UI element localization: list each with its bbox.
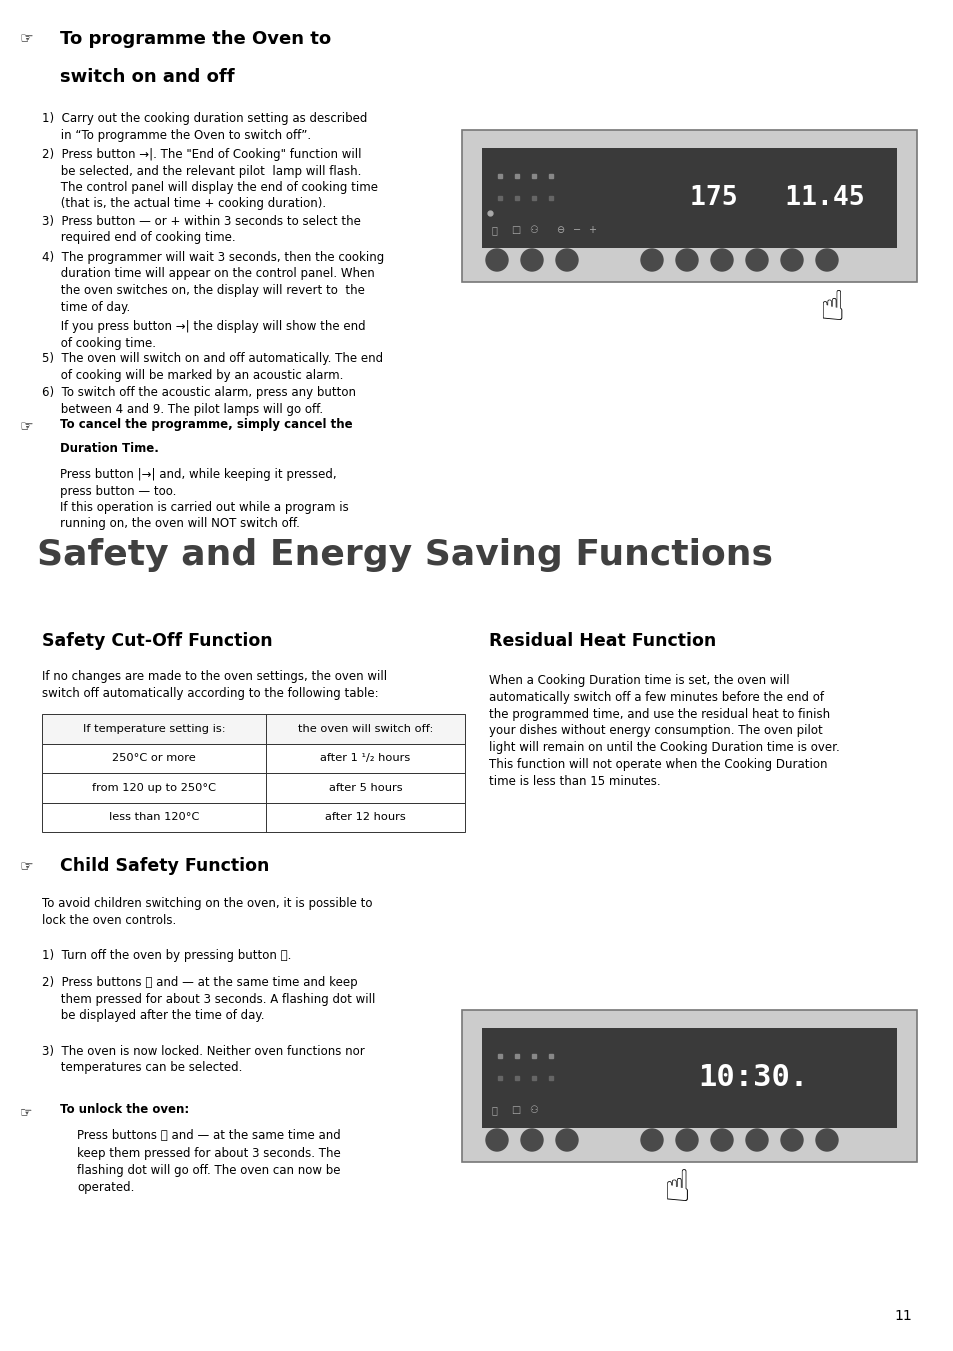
Bar <box>42 802 464 832</box>
Text: When a Cooking Duration time is set, the oven will
automatically switch off a fe: When a Cooking Duration time is set, the… <box>489 674 839 788</box>
Text: ⓞ: ⓞ <box>491 1105 497 1115</box>
Text: Safety Cut-Off Function: Safety Cut-Off Function <box>42 632 273 650</box>
Text: after 1 ¹/₂ hours: after 1 ¹/₂ hours <box>320 754 411 763</box>
Circle shape <box>485 1129 507 1151</box>
Text: 3)  Press button — or + within 3 seconds to select the
     required end of cook: 3) Press button — or + within 3 seconds … <box>42 215 360 245</box>
Text: Residual Heat Function: Residual Heat Function <box>489 632 716 650</box>
Text: ☞: ☞ <box>20 1105 32 1119</box>
Text: 1)  Carry out the cooking duration setting as described
     in “To programme th: 1) Carry out the cooking duration settin… <box>42 112 367 142</box>
Text: switch on and off: switch on and off <box>60 68 234 86</box>
Circle shape <box>640 1129 662 1151</box>
Circle shape <box>815 1129 837 1151</box>
Bar <box>481 149 896 249</box>
Text: ☞: ☞ <box>20 419 33 434</box>
Circle shape <box>745 1129 767 1151</box>
Text: □: □ <box>511 226 520 235</box>
Text: If temperature setting is:: If temperature setting is: <box>83 724 225 734</box>
Circle shape <box>556 249 578 272</box>
Text: ☞: ☞ <box>20 859 33 874</box>
Text: from 120 up to 250°C: from 120 up to 250°C <box>92 782 216 793</box>
Text: after 5 hours: after 5 hours <box>329 782 402 793</box>
Bar <box>42 773 464 802</box>
Text: □: □ <box>511 1105 520 1115</box>
Text: If you press button →| the display will show the end
     of cooking time.: If you press button →| the display will … <box>42 320 365 350</box>
Text: 10:30.: 10:30. <box>697 1063 807 1093</box>
Bar <box>461 1011 916 1162</box>
Text: Duration Time.: Duration Time. <box>60 442 159 455</box>
Circle shape <box>815 249 837 272</box>
Text: Press button |→| and, while keeping it pressed,
press button — too.
If this oper: Press button |→| and, while keeping it p… <box>60 467 349 531</box>
Text: ⓞ: ⓞ <box>491 226 497 235</box>
Circle shape <box>520 249 542 272</box>
Text: ⊖: ⊖ <box>556 226 563 235</box>
Text: ⚇: ⚇ <box>529 1105 537 1115</box>
Text: Safety and Energy Saving Functions: Safety and Energy Saving Functions <box>37 538 772 571</box>
Circle shape <box>556 1129 578 1151</box>
Circle shape <box>710 249 732 272</box>
Circle shape <box>640 249 662 272</box>
Bar <box>42 743 464 773</box>
Text: To avoid children switching on the oven, it is possible to
lock the oven control: To avoid children switching on the oven,… <box>42 897 372 927</box>
Text: 11: 11 <box>893 1309 911 1323</box>
Text: ☝: ☝ <box>819 286 843 330</box>
Text: 250°C or more: 250°C or more <box>112 754 195 763</box>
Text: 175   11.45: 175 11.45 <box>689 185 863 211</box>
Text: 2)  Press buttons Ⓒ and — at the same time and keep
     them pressed for about : 2) Press buttons Ⓒ and — at the same tim… <box>42 975 375 1021</box>
Circle shape <box>520 1129 542 1151</box>
Text: −: − <box>573 226 580 235</box>
Text: Press buttons Ⓒ and — at the same time and
keep them pressed for about 3 seconds: Press buttons Ⓒ and — at the same time a… <box>77 1129 340 1194</box>
Text: If no changes are made to the oven settings, the oven will
switch off automatica: If no changes are made to the oven setti… <box>42 670 387 700</box>
Text: +: + <box>587 226 596 235</box>
Bar <box>42 713 464 743</box>
Text: 1)  Turn off the oven by pressing button ⓞ.: 1) Turn off the oven by pressing button … <box>42 948 291 962</box>
Circle shape <box>781 249 802 272</box>
Text: less than 120°C: less than 120°C <box>109 812 199 823</box>
Text: ☞: ☞ <box>20 31 33 46</box>
Circle shape <box>781 1129 802 1151</box>
Text: To unlock the oven:: To unlock the oven: <box>60 1102 189 1116</box>
Bar <box>481 1028 896 1128</box>
Circle shape <box>485 249 507 272</box>
Text: 5)  The oven will switch on and off automatically. The end
     of cooking will : 5) The oven will switch on and off autom… <box>42 353 383 381</box>
Circle shape <box>745 249 767 272</box>
Text: 2)  Press button →|. The "End of Cooking" function will
     be selected, and th: 2) Press button →|. The "End of Cooking"… <box>42 149 377 211</box>
Text: To programme the Oven to: To programme the Oven to <box>60 30 331 49</box>
Circle shape <box>676 1129 698 1151</box>
Bar <box>461 130 916 282</box>
Circle shape <box>676 249 698 272</box>
Text: 4)  The programmer will wait 3 seconds, then the cooking
     duration time will: 4) The programmer will wait 3 seconds, t… <box>42 251 384 313</box>
Text: ☝: ☝ <box>662 1167 690 1210</box>
Text: after 12 hours: after 12 hours <box>325 812 406 823</box>
Text: the oven will switch off:: the oven will switch off: <box>297 724 433 734</box>
Circle shape <box>710 1129 732 1151</box>
Text: 3)  The oven is now locked. Neither oven functions nor
     temperatures can be : 3) The oven is now locked. Neither oven … <box>42 1046 364 1074</box>
Text: Child Safety Function: Child Safety Function <box>60 857 269 875</box>
Text: To cancel the programme, simply cancel the: To cancel the programme, simply cancel t… <box>60 417 353 431</box>
Text: ⚇: ⚇ <box>529 226 537 235</box>
Text: 6)  To switch off the acoustic alarm, press any button
     between 4 and 9. The: 6) To switch off the acoustic alarm, pre… <box>42 386 355 416</box>
